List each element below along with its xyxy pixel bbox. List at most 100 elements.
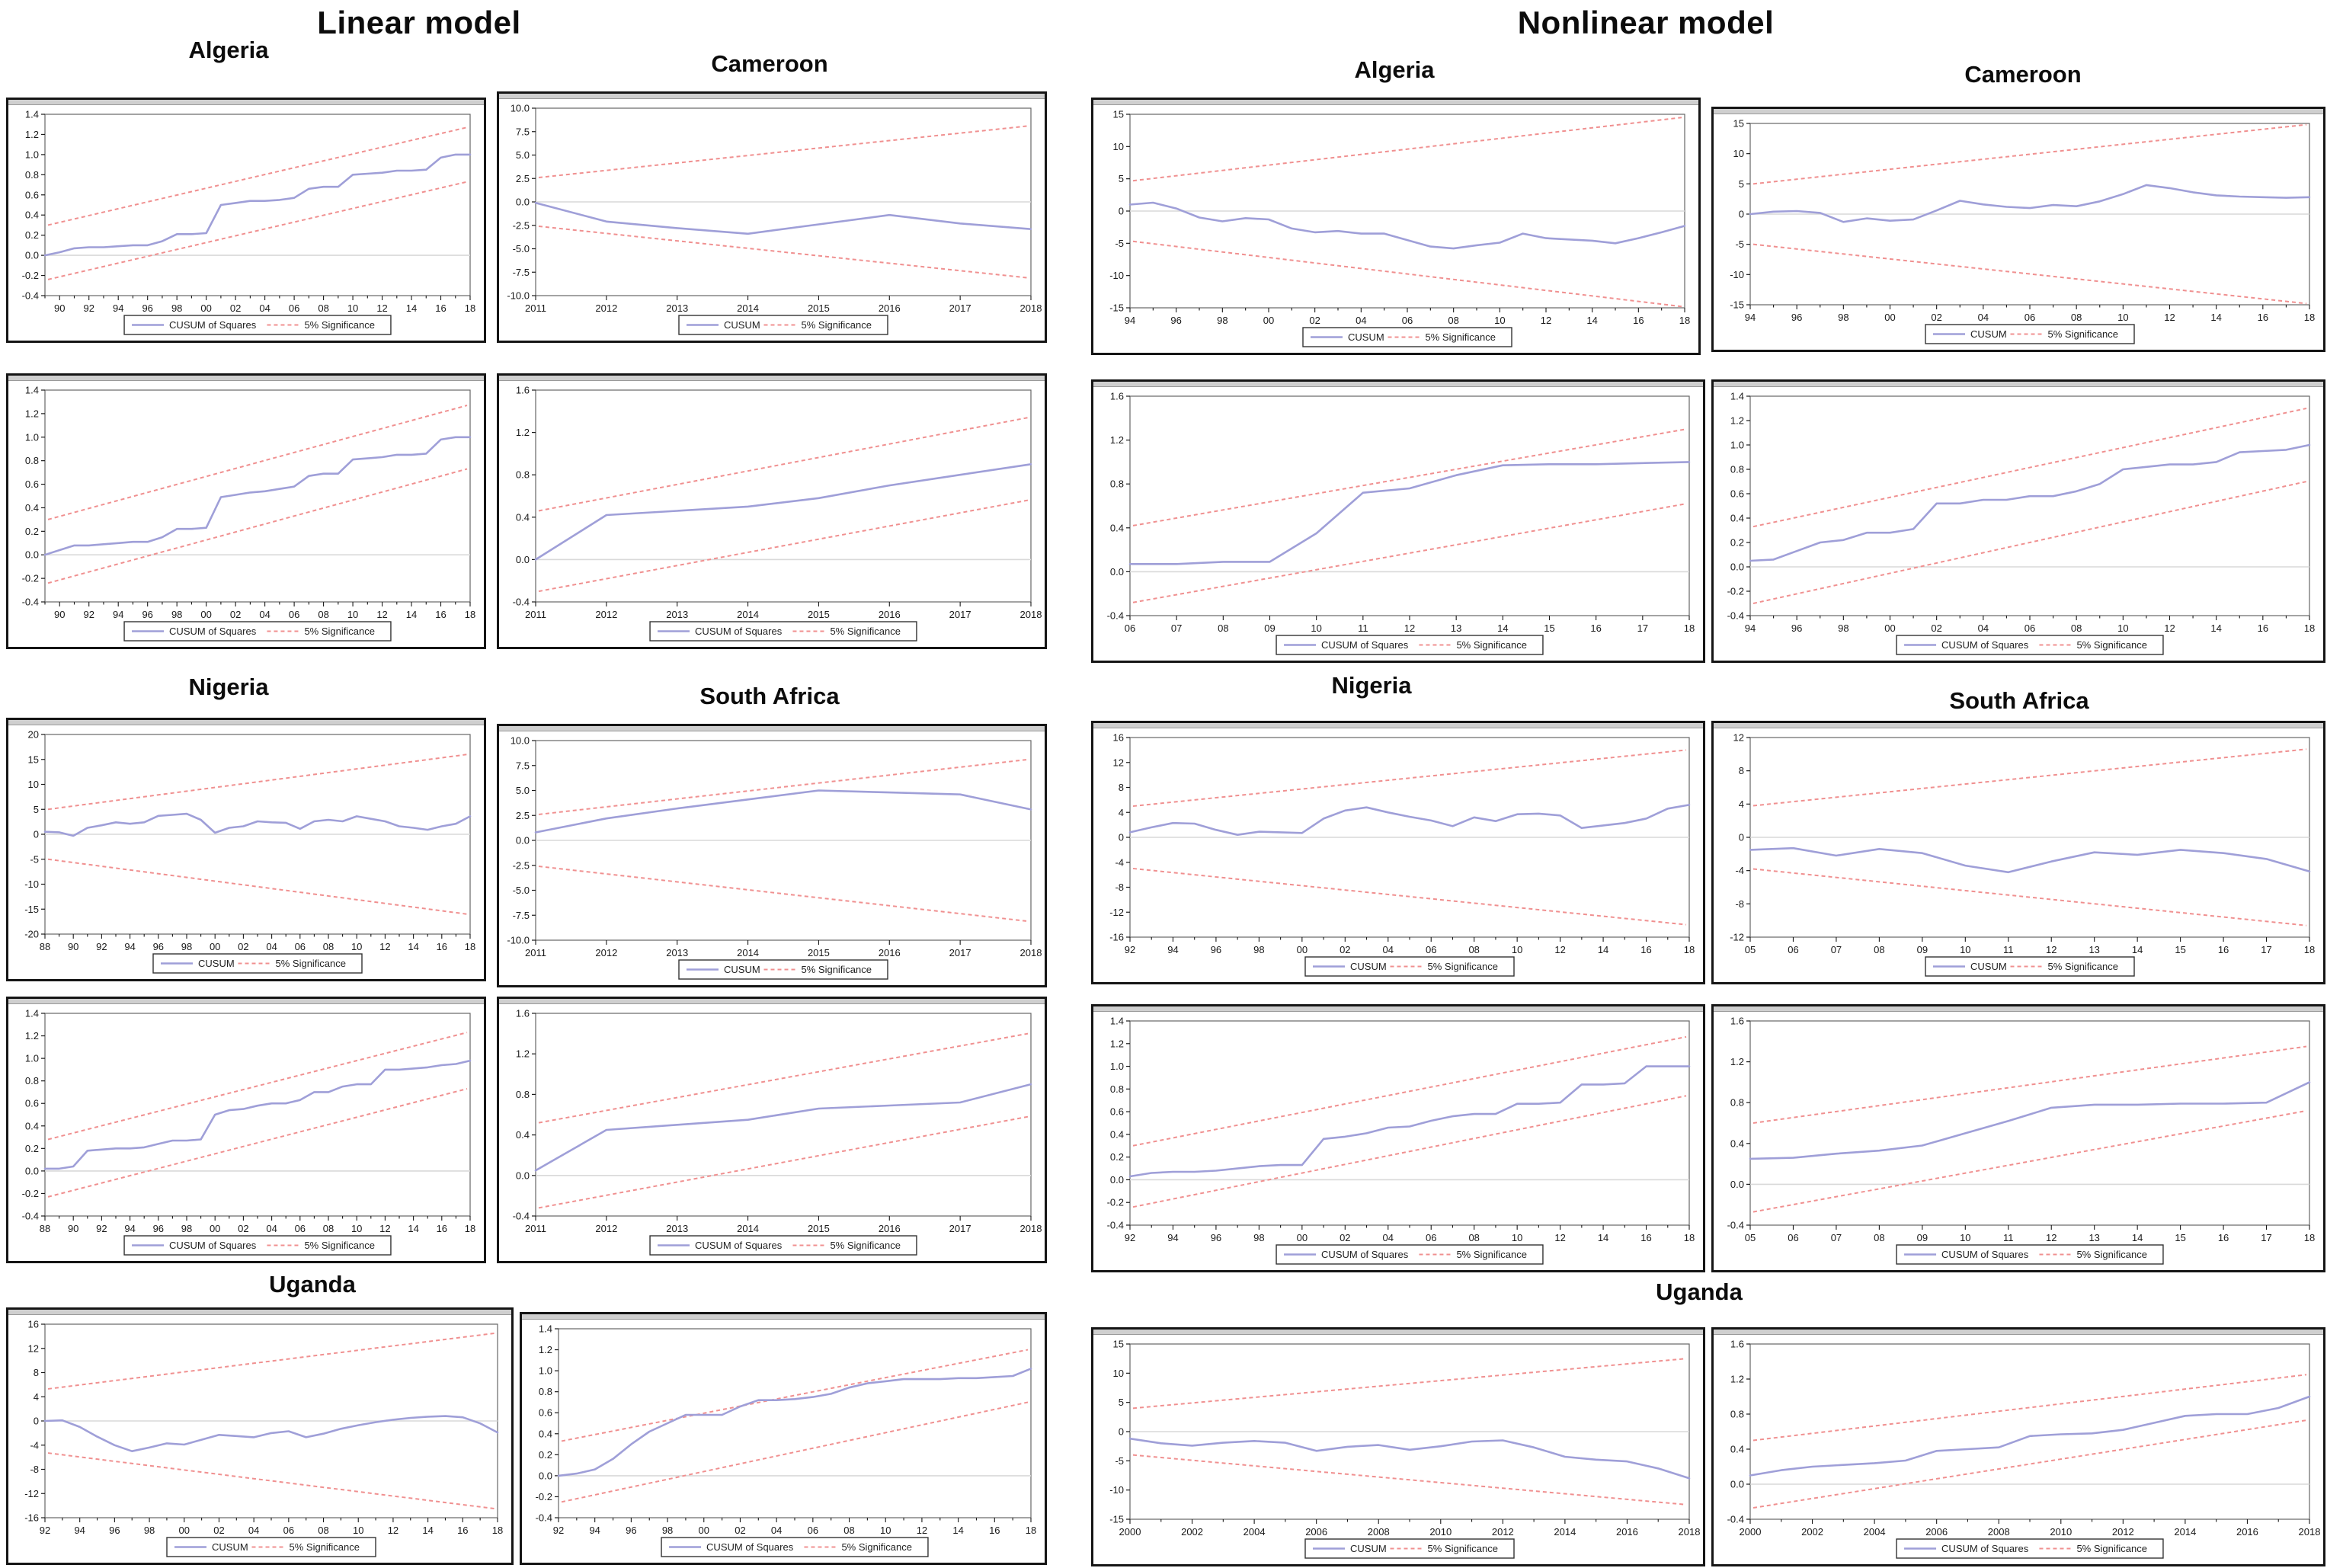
plot-area-border — [1749, 1020, 2310, 1226]
x-tick-label: 12 — [388, 1525, 399, 1536]
legend-cusum-label: CUSUM of Squares — [1941, 1543, 2029, 1554]
cusum-line — [1128, 1437, 1691, 1480]
x-tick-label: 2011 — [525, 609, 546, 620]
cusum-line — [1749, 443, 2311, 562]
x-tick-label: 17 — [2261, 944, 2271, 955]
x-tick-label: 2016 — [879, 1223, 901, 1234]
x-tick-label: 02 — [213, 1525, 224, 1536]
panel-top-strip — [1714, 382, 2323, 387]
y-tick-label: 0.4 — [25, 502, 39, 514]
y-tick-label: 0.0 — [1730, 562, 1744, 573]
x-tick-label: 90 — [68, 941, 78, 952]
x-tick-label: 92 — [96, 941, 107, 952]
y-tick-label: 0.4 — [25, 1120, 39, 1131]
x-tick-label: 02 — [1340, 1232, 1350, 1243]
y-tick-label: 0.0 — [1110, 566, 1124, 578]
legend — [1304, 1538, 1515, 1559]
x-tick-label: 12 — [1554, 1232, 1565, 1243]
x-tick-label: 2012 — [595, 947, 617, 958]
x-tick-label: 2017 — [949, 1223, 971, 1234]
panel-top-strip — [1714, 1006, 2323, 1012]
x-tick-label: 2015 — [808, 1223, 830, 1234]
y-tick-label: 5 — [34, 804, 39, 815]
cusum-line — [534, 201, 1032, 235]
x-tick-label: 2012 — [2112, 1526, 2134, 1538]
y-tick-label: -0.4 — [1107, 1220, 1124, 1231]
significance-lower-line — [47, 1452, 495, 1510]
x-tick-label: 04 — [1356, 315, 1366, 326]
y-tick-label: 1.4 — [25, 109, 39, 120]
x-tick-label: 06 — [2025, 622, 2035, 634]
significance-upper-line — [1132, 428, 1687, 526]
plot-area-border — [44, 1013, 471, 1217]
x-tick-label: 12 — [379, 941, 390, 952]
y-tick-label: 1.2 — [539, 1344, 552, 1355]
x-tick-label: 94 — [1167, 1232, 1178, 1243]
y-tick-label: 0.2 — [25, 229, 39, 241]
x-tick-label: 2018 — [1020, 302, 1042, 314]
x-tick-label: 2012 — [595, 609, 617, 620]
y-tick-label: 0.6 — [539, 1407, 552, 1419]
legend-significance-label: 5% Significance — [2048, 328, 2119, 340]
chart-panel-nonlinear-cameroon-r2: 15 10 5 0 -5 -10 -15 94 96 98 00 02 04 06 08 10 12 14 16 18… — [1711, 107, 2325, 352]
panel-title-lt-southafrica: South Africa — [699, 683, 840, 709]
y-tick-label: 16 — [28, 1319, 39, 1330]
legend-significance-label: 5% Significance — [802, 964, 872, 975]
panel-top-strip — [8, 1310, 511, 1315]
x-tick-label: 94 — [1125, 315, 1135, 326]
y-tick-label: 1.0 — [1730, 440, 1744, 451]
y-tick-label: -10.0 — [507, 935, 530, 946]
x-tick-label: 06 — [808, 1525, 818, 1536]
legend — [1896, 635, 2164, 655]
y-tick-label: -0.4 — [513, 597, 530, 608]
y-tick-label: 0 — [1119, 206, 1124, 217]
x-tick-label: 04 — [248, 1525, 259, 1536]
y-tick-label: -5 — [1735, 238, 1744, 250]
y-tick-label: 0.0 — [1110, 1174, 1124, 1186]
x-tick-label: 04 — [1383, 944, 1394, 955]
x-tick-label: 13 — [2089, 1232, 2099, 1243]
y-tick-label: 10 — [28, 779, 39, 790]
model-title-nonlinear: Nonlinear model — [1517, 5, 1775, 40]
plot-area-border — [535, 389, 1032, 603]
x-tick-label: 10 — [1960, 944, 1970, 955]
y-tick-label: 0.4 — [1730, 1138, 1744, 1149]
significance-upper-line — [538, 125, 1029, 179]
x-tick-label: 92 — [40, 1525, 50, 1536]
significance-upper-line — [1132, 1358, 1687, 1410]
legend-significance-label: 5% Significance — [2048, 961, 2119, 972]
chart-panel-nonlinear-southafrica-r6: 12 8 4 0 -4 -8 -12 05 06 07 08 09 10 11 12 13 14 15 16 17 18… — [1711, 721, 2325, 984]
y-tick-label: -5 — [1115, 1455, 1124, 1467]
legend-cusum-label: CUSUM of Squares — [695, 626, 783, 637]
x-tick-label: 2012 — [595, 1223, 617, 1234]
x-tick-label: 14 — [952, 1525, 963, 1536]
x-tick-label: 14 — [422, 1525, 433, 1536]
x-tick-label: 14 — [408, 941, 418, 952]
y-tick-label: 0 — [1119, 1426, 1124, 1438]
y-tick-label: -5.0 — [513, 885, 530, 896]
x-tick-label: 17 — [1637, 622, 1648, 634]
chart-panel-linear-southafrica-l6: 10.0 7.5 5.0 2.5 0.0 -2.5 -5.0 -7.5 -10.0 2011 201… — [497, 724, 1047, 987]
panel-title-rt-uganda: Uganda — [1656, 1278, 1743, 1305]
x-tick-label: 92 — [1125, 944, 1135, 955]
chart-panel-linear-nigeria-l5: 20 15 10 5 0 -5 -10 -15 -20 88 90 92 94 96 98 00 02 04 06 0… — [6, 718, 486, 981]
y-tick-label: 4 — [34, 1391, 39, 1403]
x-tick-label: 96 — [1211, 1232, 1221, 1243]
y-tick-label: 1.4 — [1730, 391, 1744, 402]
x-tick-label: 18 — [2304, 944, 2315, 955]
y-tick-label: 1.2 — [1110, 1038, 1124, 1049]
y-tick-label: -7.5 — [513, 267, 530, 278]
x-tick-label: 2016 — [879, 947, 901, 958]
y-tick-label: 5 — [1119, 173, 1124, 184]
x-tick-label: 10 — [347, 302, 358, 314]
x-tick-label: 94 — [1745, 312, 1756, 323]
significance-lower-line — [47, 858, 468, 915]
x-tick-label: 06 — [1788, 944, 1798, 955]
x-tick-label: 06 — [1426, 1232, 1436, 1243]
y-tick-label: 1.2 — [1110, 434, 1124, 446]
cusum-line — [43, 153, 472, 257]
x-tick-label: 15 — [2175, 944, 2185, 955]
x-tick-label: 98 — [662, 1525, 673, 1536]
